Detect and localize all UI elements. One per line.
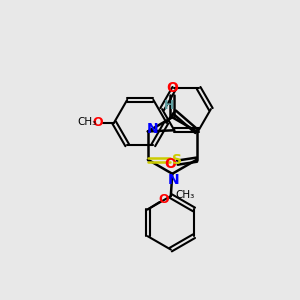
Text: N: N [168, 173, 180, 187]
Text: O: O [93, 116, 104, 129]
Text: CH₃: CH₃ [175, 190, 194, 200]
Text: O: O [167, 82, 178, 95]
Text: O: O [164, 157, 176, 171]
Text: N: N [147, 122, 158, 136]
Text: CH₃: CH₃ [78, 117, 97, 127]
Text: H: H [164, 99, 174, 112]
Text: O: O [158, 193, 169, 206]
Text: S: S [172, 153, 182, 167]
